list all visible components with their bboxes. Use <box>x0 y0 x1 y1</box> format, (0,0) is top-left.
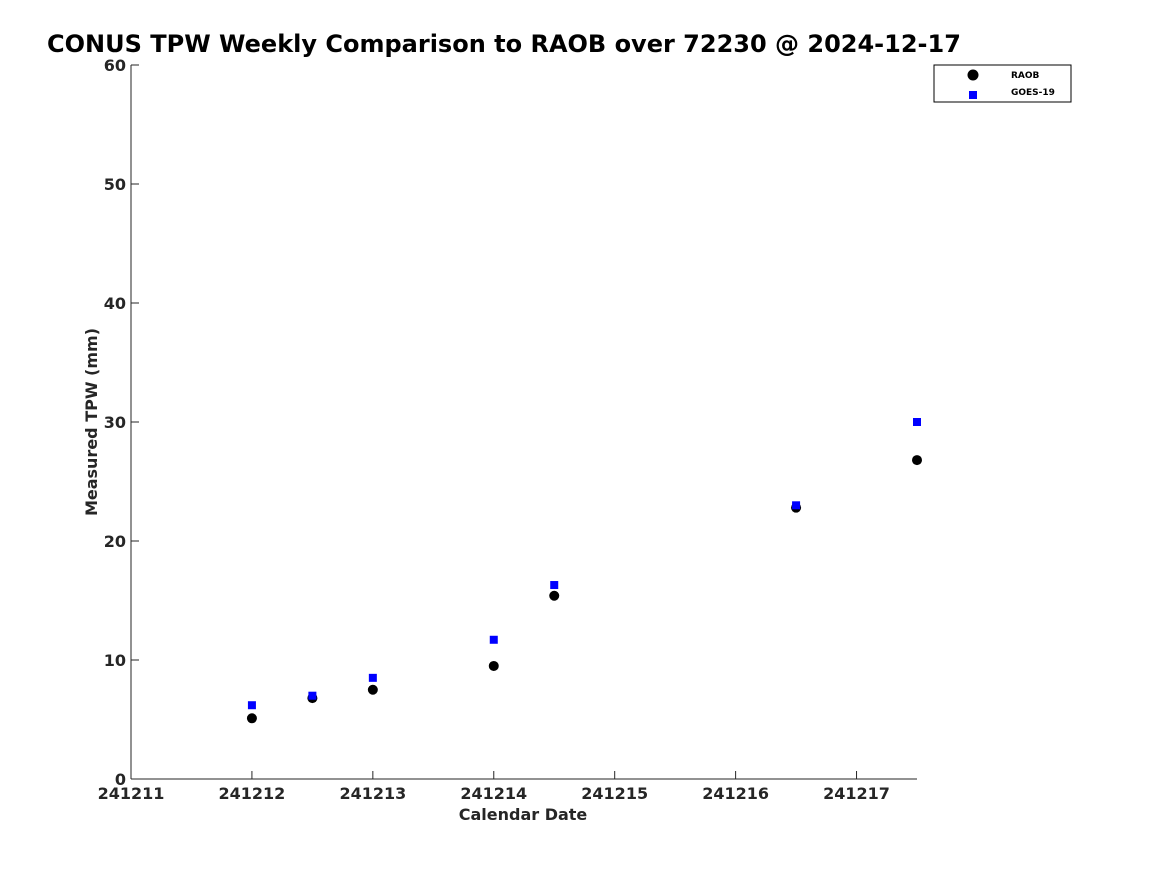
legend: RAOB GOES-19 <box>933 64 1072 103</box>
data-point <box>489 635 498 644</box>
data-point <box>308 691 317 700</box>
series-raob <box>246 455 922 724</box>
data-point <box>792 501 801 510</box>
x-tick-label: 241211 <box>98 784 165 803</box>
x-tick-label: 241215 <box>581 784 648 803</box>
axes <box>130 65 917 780</box>
x-tick-label: 241212 <box>219 784 286 803</box>
data-point <box>549 590 560 601</box>
x-tick-label: 241216 <box>702 784 769 803</box>
data-point <box>246 713 257 724</box>
data-point <box>368 673 377 682</box>
x-tick-label: 241214 <box>460 784 527 803</box>
legend-label: GOES-19 <box>1011 88 1055 98</box>
y-tick-label: 30 <box>104 413 126 432</box>
data-point <box>912 455 922 466</box>
data-point <box>247 701 256 710</box>
y-tick-label: 40 <box>104 294 126 313</box>
y-axis-label: Measured TPW (mm) <box>82 328 101 516</box>
y-tick-label: 0 <box>115 770 126 789</box>
y-ticks: 0 10 20 30 40 50 60 <box>104 56 139 789</box>
data-point <box>913 418 921 426</box>
data-point <box>488 660 499 671</box>
data-point <box>367 684 378 695</box>
chart-title: CONUS TPW Weekly Comparison to RAOB over… <box>47 30 961 58</box>
x-axis-label: Calendar Date <box>459 805 588 824</box>
y-tick-label: 20 <box>104 532 126 551</box>
legend-label: RAOB <box>1011 71 1040 81</box>
y-tick-label: 50 <box>104 175 126 194</box>
x-tick-label: 241213 <box>339 784 406 803</box>
legend-marker <box>967 69 979 81</box>
x-ticks: 241211 241212 241213 241214 241215 241216 2412… <box>98 771 890 803</box>
legend-box <box>933 64 1072 103</box>
data-points <box>246 418 922 724</box>
data-point <box>550 581 559 590</box>
y-tick-label: 10 <box>104 651 126 670</box>
x-tick-label: 241217 <box>823 784 890 803</box>
legend-marker <box>969 91 977 99</box>
series-goes-19 <box>247 418 921 710</box>
y-tick-label: 60 <box>104 56 126 75</box>
